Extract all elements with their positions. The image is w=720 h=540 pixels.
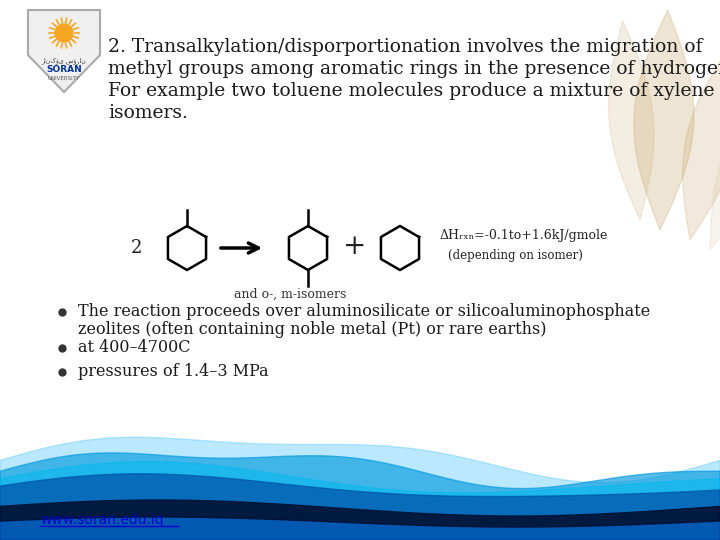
Polygon shape — [634, 10, 694, 230]
Polygon shape — [28, 10, 100, 92]
Text: 2: 2 — [131, 239, 143, 257]
Text: 2. Transalkylation/disporportionation involves the migration of: 2. Transalkylation/disporportionation in… — [108, 38, 703, 56]
Text: For example two toluene molecules produce a mixture of xylene: For example two toluene molecules produc… — [108, 82, 714, 100]
Polygon shape — [608, 21, 654, 220]
Text: رانکۆی سۆران: رانکۆی سۆران — [42, 57, 86, 64]
Text: methyl groups among aromatic rings in the presence of hydrogen.: methyl groups among aromatic rings in th… — [108, 60, 720, 78]
Text: +: + — [343, 233, 366, 260]
Text: pressures of 1.4–3 MPa: pressures of 1.4–3 MPa — [78, 363, 269, 381]
Text: (depending on isomer): (depending on isomer) — [448, 249, 583, 262]
Text: isomers.: isomers. — [108, 104, 188, 122]
Text: SORAN: SORAN — [46, 65, 82, 75]
Text: www.soran.edu.iq: www.soran.edu.iq — [40, 513, 163, 527]
Text: UNIVERSITY: UNIVERSITY — [48, 76, 80, 82]
Polygon shape — [683, 44, 720, 240]
Text: at 400–4700C: at 400–4700C — [78, 340, 191, 356]
Text: The reaction proceeds over aluminosilicate or silicoaluminophosphate: The reaction proceeds over aluminosilica… — [78, 302, 650, 320]
Text: ΔHᵣₓₙ=-0.1to+1.6kJ/gmole: ΔHᵣₓₙ=-0.1to+1.6kJ/gmole — [440, 230, 608, 242]
Polygon shape — [710, 71, 720, 250]
Circle shape — [55, 24, 73, 42]
Text: zeolites (often containing noble metal (Pt) or rare earths): zeolites (often containing noble metal (… — [78, 321, 546, 338]
Text: and o-, m-isomers: and o-, m-isomers — [234, 287, 346, 300]
